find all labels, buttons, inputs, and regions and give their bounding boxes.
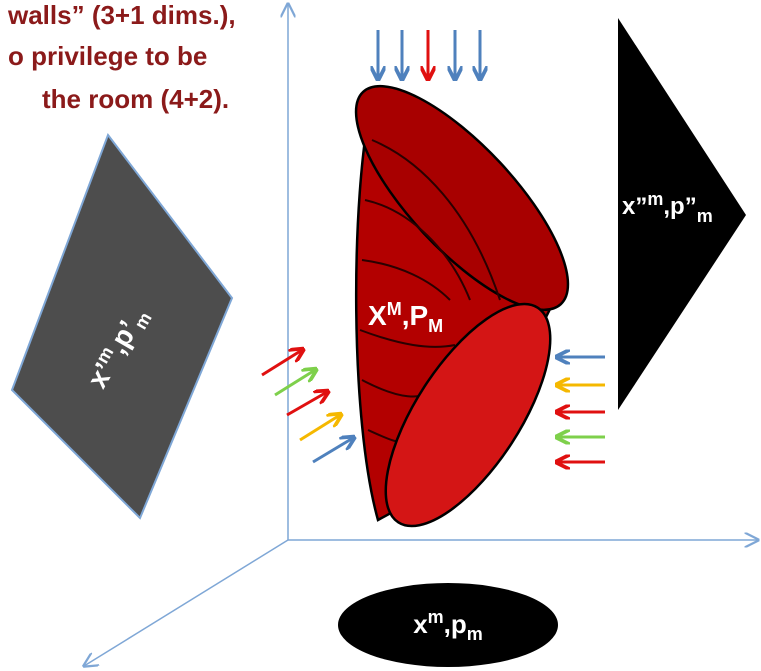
axis	[84, 539, 289, 666]
arrow	[286, 392, 327, 417]
t: M	[387, 299, 402, 319]
t: ,P	[402, 300, 428, 331]
arrow	[274, 370, 315, 397]
t: m	[467, 624, 483, 644]
cone-seams	[359, 139, 501, 443]
left-plane	[10, 132, 234, 520]
bottom-plane	[338, 583, 558, 667]
caption-line: walls” (3+1 dims.),	[7, 0, 236, 30]
t: m	[697, 206, 713, 226]
t: x”	[622, 193, 647, 220]
t: ,p	[444, 609, 467, 639]
caption-line: o privilege to be	[8, 41, 207, 71]
center-label: XM,PM	[368, 299, 443, 336]
arrow	[312, 438, 353, 464]
t: x	[413, 609, 428, 639]
left-arrows	[261, 350, 353, 464]
t: m	[428, 607, 444, 627]
t: m	[647, 189, 663, 209]
caption-line: the room (4+2).	[42, 84, 229, 114]
arrow	[261, 350, 302, 377]
bottom-label: xm,pm	[413, 607, 483, 644]
arrow	[299, 415, 340, 442]
t: M	[428, 316, 443, 336]
top-arrows	[378, 30, 480, 78]
right-label: x”m,p”m	[622, 189, 713, 226]
right-arrows	[558, 357, 605, 462]
cone	[354, 84, 570, 528]
t: ,p”	[663, 193, 696, 220]
t: X	[368, 300, 387, 331]
right-plane	[618, 18, 746, 410]
cone-bottom	[384, 302, 552, 528]
